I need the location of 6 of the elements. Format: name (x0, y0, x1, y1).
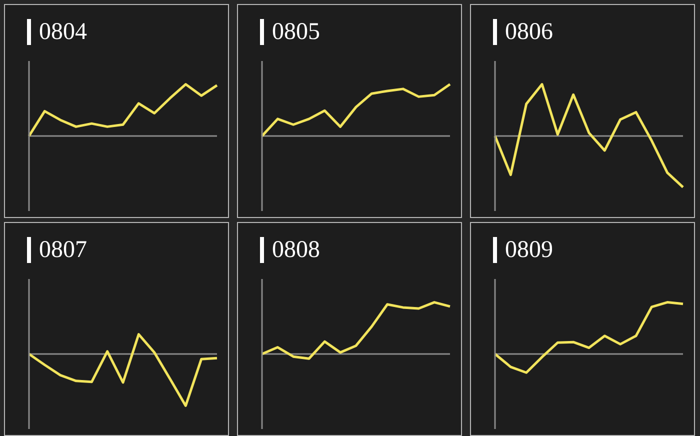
chart-title: 0805 (272, 18, 320, 47)
chart-title: 0808 (272, 236, 320, 265)
chart-title: 0806 (505, 18, 553, 47)
chart-title: 0804 (39, 18, 87, 47)
chart-title: 0807 (39, 236, 87, 265)
chart-title: 0809 (505, 236, 553, 265)
